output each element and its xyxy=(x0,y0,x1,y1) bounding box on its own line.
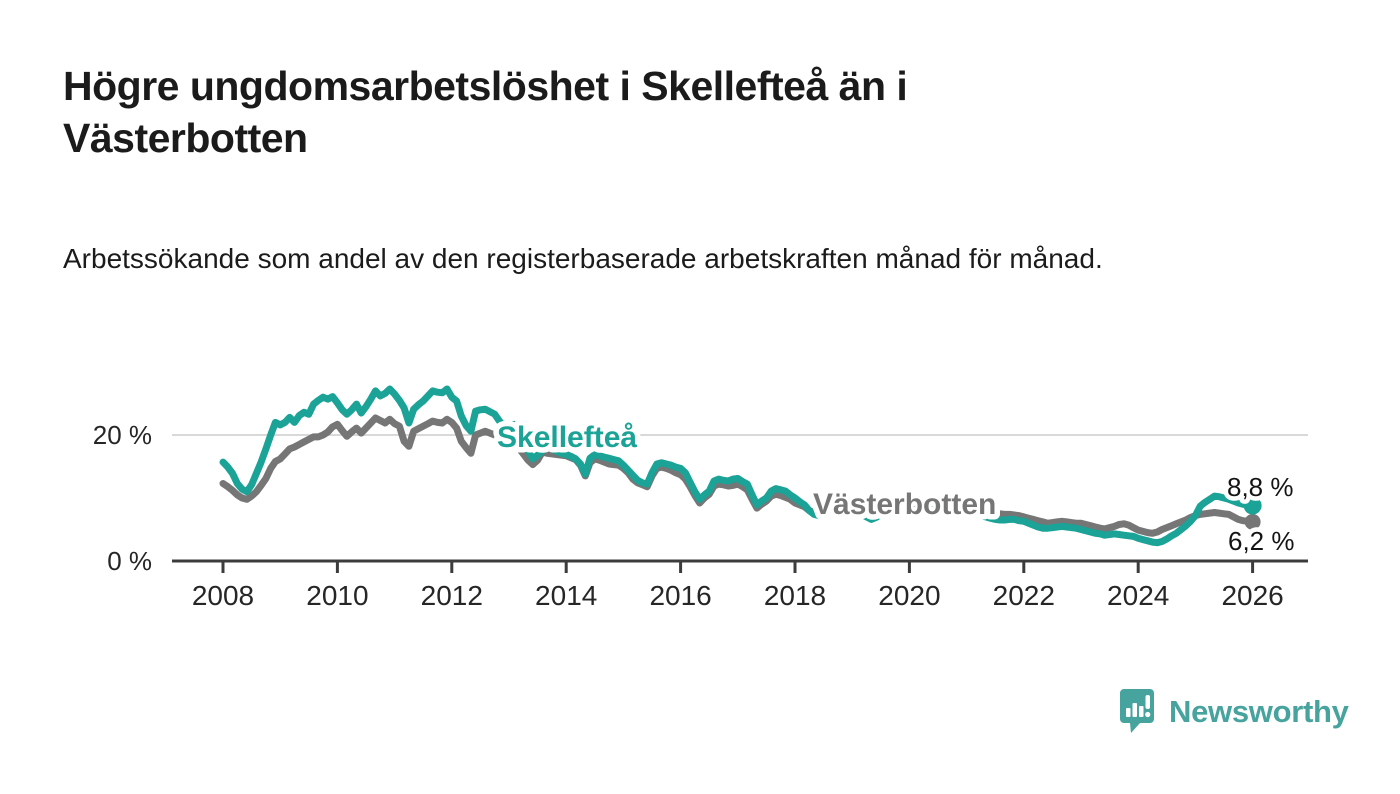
x-tick-label: 2012 xyxy=(421,580,483,611)
series-label-vasterbotten: Västerbotten xyxy=(813,488,996,521)
end-dot-skelleftea xyxy=(1243,496,1262,515)
page-title: Högre ungdomsarbetslöshet i Skellefteå ä… xyxy=(63,63,908,162)
y-tick-label-20: 20 % xyxy=(93,420,152,450)
newsworthy-logo: Newsworthy xyxy=(1119,688,1349,734)
x-tick-label: 2026 xyxy=(1221,580,1283,611)
end-value-vasterbotten: 6,2 % xyxy=(1228,526,1295,556)
x-tick-label: 2018 xyxy=(764,580,826,611)
newsworthy-bubble-icon xyxy=(1120,689,1154,733)
series-end-dots xyxy=(1243,496,1262,530)
series-label-skelleftea: Skellefteå xyxy=(497,421,637,454)
x-tick-label: 2022 xyxy=(993,580,1055,611)
end-dot-vasterbotten xyxy=(1244,513,1261,530)
newsworthy-wordmark: Newsworthy xyxy=(1169,693,1349,729)
series-line-skelleftea xyxy=(219,385,1257,547)
chart-series xyxy=(219,385,1257,547)
end-value-skelleftea: 8,8 % xyxy=(1227,472,1294,502)
x-tick-label: 2024 xyxy=(1107,580,1169,611)
y-tick-label-0: 0 % xyxy=(107,546,152,576)
x-tick-label: 2010 xyxy=(306,580,368,611)
x-tick-label: 2016 xyxy=(649,580,711,611)
x-axis: 2008 2010 2012 2014 2016 2018 2020 2022 2024 2026 xyxy=(172,559,1308,611)
x-tick-label: 2020 xyxy=(878,580,940,611)
x-tick-label: 2008 xyxy=(192,580,254,611)
series-line-vasterbotten xyxy=(219,414,1257,537)
x-tick-label: 2014 xyxy=(535,580,597,611)
page-subtitle: Arbetssökande som andel av den registerb… xyxy=(63,243,1103,274)
